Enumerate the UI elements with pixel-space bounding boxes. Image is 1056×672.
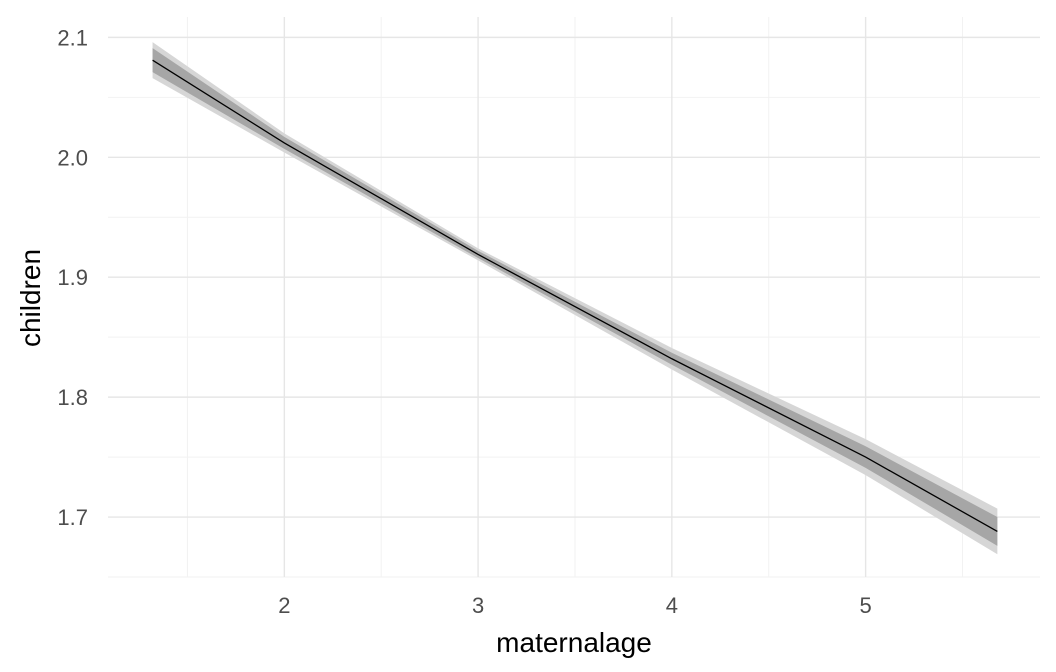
x-tick-label: 3 <box>472 593 484 618</box>
grid-minor <box>108 17 1040 578</box>
series-line <box>152 59 998 532</box>
x-tick-label: 4 <box>666 593 678 618</box>
outer-confidence-band <box>152 42 998 555</box>
y-tick-label: 1.9 <box>57 265 88 290</box>
grid-major <box>108 17 1040 577</box>
x-axis-ticks: 2 3 4 5 <box>278 593 872 618</box>
x-axis-title: maternalage <box>496 627 652 658</box>
series-lines <box>152 59 998 532</box>
y-tick-label: 2.1 <box>57 25 88 50</box>
inner-confidence-band <box>152 48 998 546</box>
y-tick-label: 2.0 <box>57 145 88 170</box>
y-tick-label: 1.8 <box>57 385 88 410</box>
x-tick-label: 5 <box>859 593 871 618</box>
y-axis-title: children <box>15 249 46 347</box>
y-axis-ticks: 1.7 1.8 1.9 2.0 2.1 <box>57 25 88 530</box>
confidence-bands <box>152 42 998 555</box>
x-tick-label: 2 <box>278 593 290 618</box>
y-tick-label: 1.7 <box>57 505 88 530</box>
